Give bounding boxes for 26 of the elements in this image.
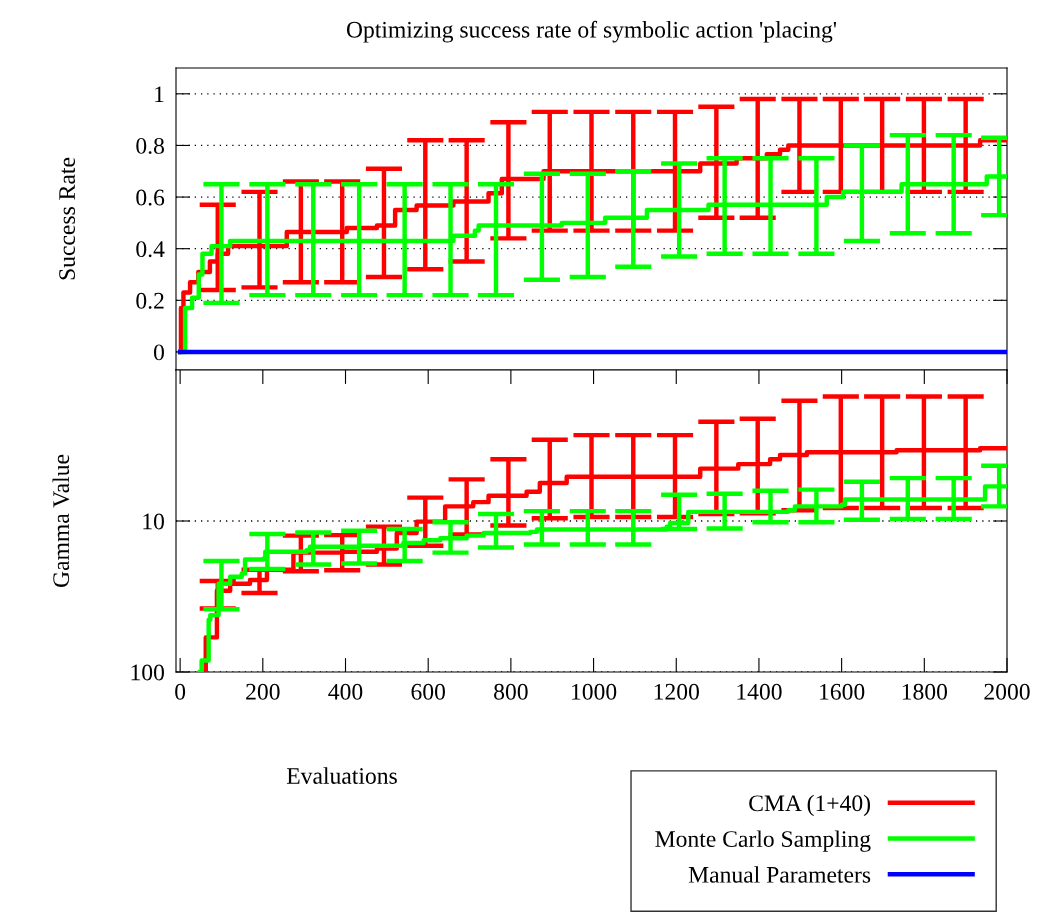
y-axis-title: Success Rate [59,157,76,280]
y-tick-label: 100 [131,664,164,681]
y-tick-label: 10 [143,513,164,530]
legend-label: Monte Carlo Sampling [655,830,871,852]
x-tick-label: 1600 [820,683,865,700]
legend-label: CMA (1+40) [749,794,871,817]
x-tick-label: 200 [246,683,280,700]
y-axis-title: Gamma Value [52,454,70,588]
x-tick-label: 600 [411,683,445,700]
y-tick-label: 0.2 [136,292,164,309]
x-tick-label: 800 [494,683,528,700]
legend-label: Manual Parameters [688,866,871,883]
y-tick-label: 0.4 [136,241,165,258]
x-tick-label: 1800 [902,683,948,700]
y-tick-label: 0.6 [136,189,165,206]
chart-title: Optimizing success rate of symbolic action 'placing' [346,20,837,43]
x-tick-label: 1000 [572,683,617,700]
x-axis-title: Evaluations [286,767,397,784]
x-tick-label: 0 [175,683,186,700]
x-tick-label: 1200 [654,683,699,700]
y-tick-label: 0 [153,344,164,361]
y-tick-label: 0.8 [136,137,164,154]
x-tick-label: 2000 [984,683,1030,700]
x-tick-label: 1400 [737,683,782,700]
y-tick-label: 1 [155,86,164,102]
x-tick-label: 400 [328,683,363,700]
